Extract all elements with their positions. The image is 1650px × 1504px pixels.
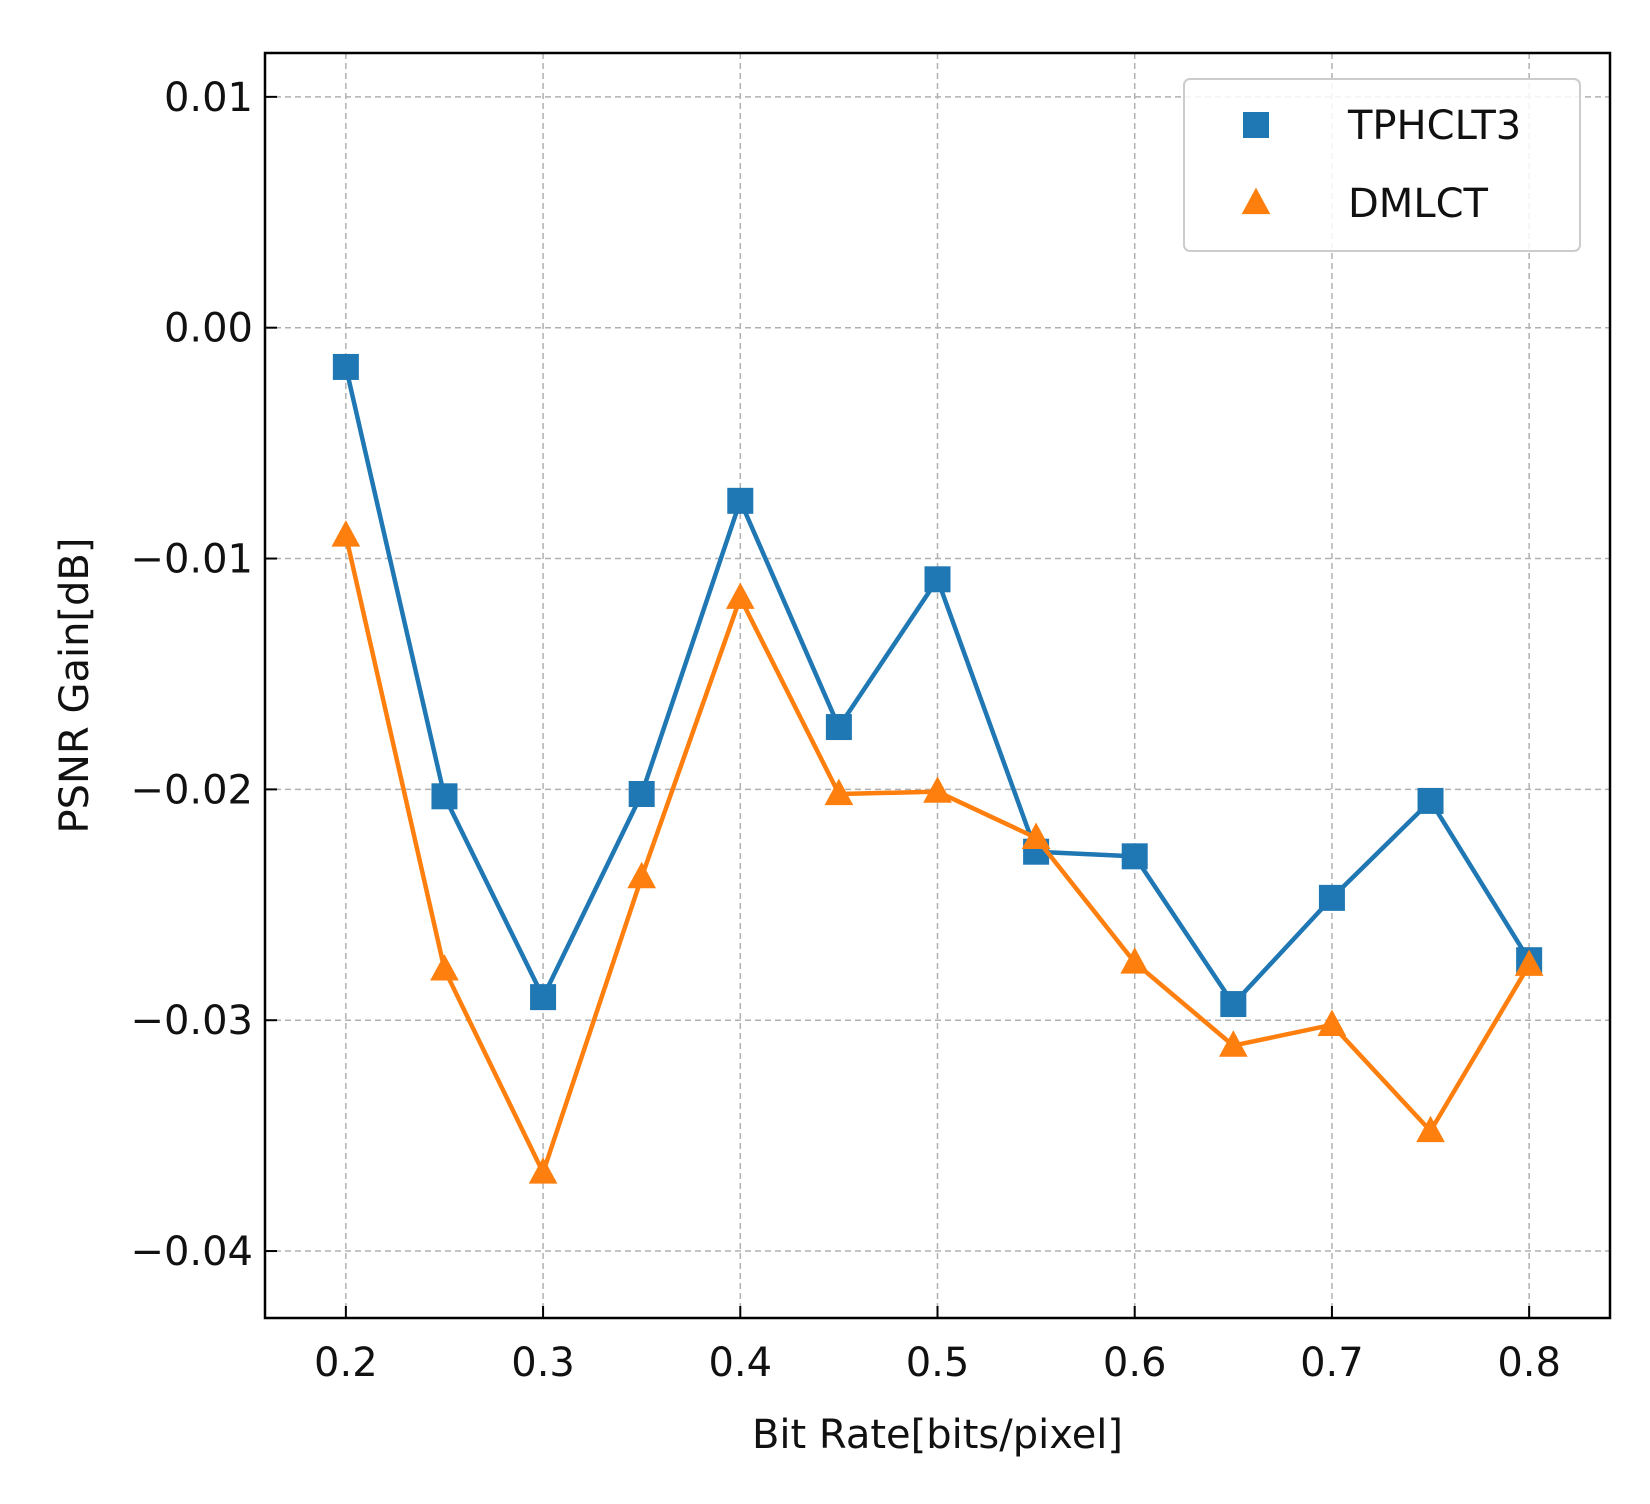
y-tick-label: 0.01	[164, 75, 253, 121]
data-point	[1417, 787, 1444, 814]
data-point	[528, 1157, 558, 1184]
data-point	[627, 861, 657, 889]
data-point	[1416, 1115, 1445, 1143]
y-tick-label: −0.01	[130, 537, 253, 583]
legend-label: TPHCLT3	[1347, 103, 1521, 149]
y-axis-label: PSNR Gain[dB]	[52, 538, 98, 834]
legend-item-dmlct: DMLCT	[1241, 181, 1489, 227]
legend-label: DMLCT	[1348, 181, 1489, 227]
data-point	[331, 520, 361, 547]
data-point	[1121, 843, 1148, 870]
x-tick-label: 0.4	[708, 1340, 772, 1386]
data-point	[1317, 1009, 1347, 1036]
data-point	[1021, 822, 1051, 849]
legend: TPHCLT3 DMLCT	[1183, 78, 1581, 252]
data-point	[530, 984, 557, 1011]
axis-ticks: 0.2 0.3 0.4 0.5 0.6 0.7 0.8 0.01 0.00 −0.01 −0.02 −…	[130, 75, 1561, 1386]
y-tick-label: −0.04	[130, 1229, 253, 1275]
x-tick-label: 0.5	[906, 1340, 970, 1386]
data-point	[1514, 949, 1544, 976]
data-point	[431, 783, 458, 810]
data-point	[430, 954, 459, 981]
x-tick-label: 0.3	[511, 1340, 575, 1386]
y-tick-label: −0.03	[130, 998, 253, 1044]
legend-marker	[1243, 112, 1269, 138]
x-tick-label: 0.6	[1103, 1340, 1167, 1386]
data-point	[1120, 947, 1150, 974]
data-point	[725, 582, 755, 609]
data-point	[923, 776, 952, 803]
x-axis-label: Bit Rate[bits/pixel]	[752, 1412, 1123, 1458]
legend-marker	[1241, 187, 1271, 215]
legend-box	[1183, 78, 1581, 252]
data-point	[628, 780, 655, 807]
y-tick-label: −0.02	[130, 767, 253, 813]
x-tick-label: 0.2	[314, 1340, 378, 1386]
data-point	[332, 353, 359, 380]
data-point	[824, 778, 854, 806]
series-dmlct	[331, 520, 1544, 1184]
data-point	[1220, 991, 1247, 1018]
series-tphclt3	[332, 353, 1543, 1018]
data-point	[1318, 884, 1345, 911]
data-point	[924, 566, 951, 593]
series-layer	[331, 353, 1544, 1184]
x-tick-label: 0.7	[1300, 1340, 1364, 1386]
data-point	[825, 714, 852, 741]
legend-item-tphclt3: TPHCLT3	[1243, 103, 1521, 149]
data-point	[727, 487, 754, 514]
x-tick-label: 0.8	[1497, 1340, 1561, 1386]
data-point	[1218, 1030, 1248, 1057]
y-tick-label: 0.00	[164, 306, 253, 352]
